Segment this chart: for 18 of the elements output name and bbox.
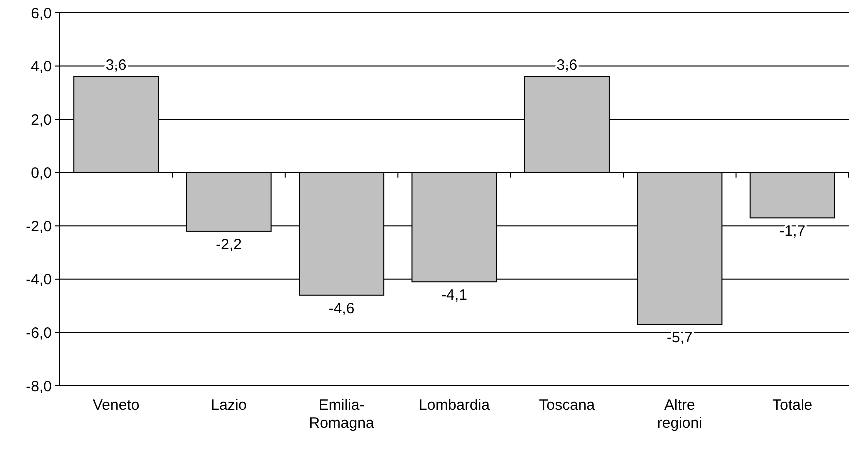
y-tick-label: -4,0 — [26, 272, 52, 289]
x-tick-label: Veneto — [93, 397, 140, 414]
data-label: -2,2 — [216, 236, 242, 254]
data-label: -4,6 — [328, 300, 355, 318]
y-tick-label: 4,0 — [31, 58, 52, 76]
y-tick-label: -6,0 — [26, 324, 52, 342]
x-tick-label: Emilia-Romagna — [309, 397, 375, 432]
y-tick-label: 2,0 — [31, 112, 52, 129]
y-tick-label: 6,0 — [31, 5, 52, 22]
x-tick-label: Totale — [772, 397, 813, 414]
x-tick-label: Toscana — [539, 397, 596, 414]
x-tick-label: Lazio — [211, 397, 247, 414]
y-tick-label: -8,0 — [26, 378, 52, 396]
x-tick-label: Lombardia — [419, 397, 491, 414]
x-tick-label: Altre regioni — [657, 397, 702, 432]
data-label: -4,1 — [442, 287, 468, 304]
y-tick-label: 0,0 — [31, 165, 52, 182]
y-tick-label: -2,0 — [26, 218, 52, 236]
